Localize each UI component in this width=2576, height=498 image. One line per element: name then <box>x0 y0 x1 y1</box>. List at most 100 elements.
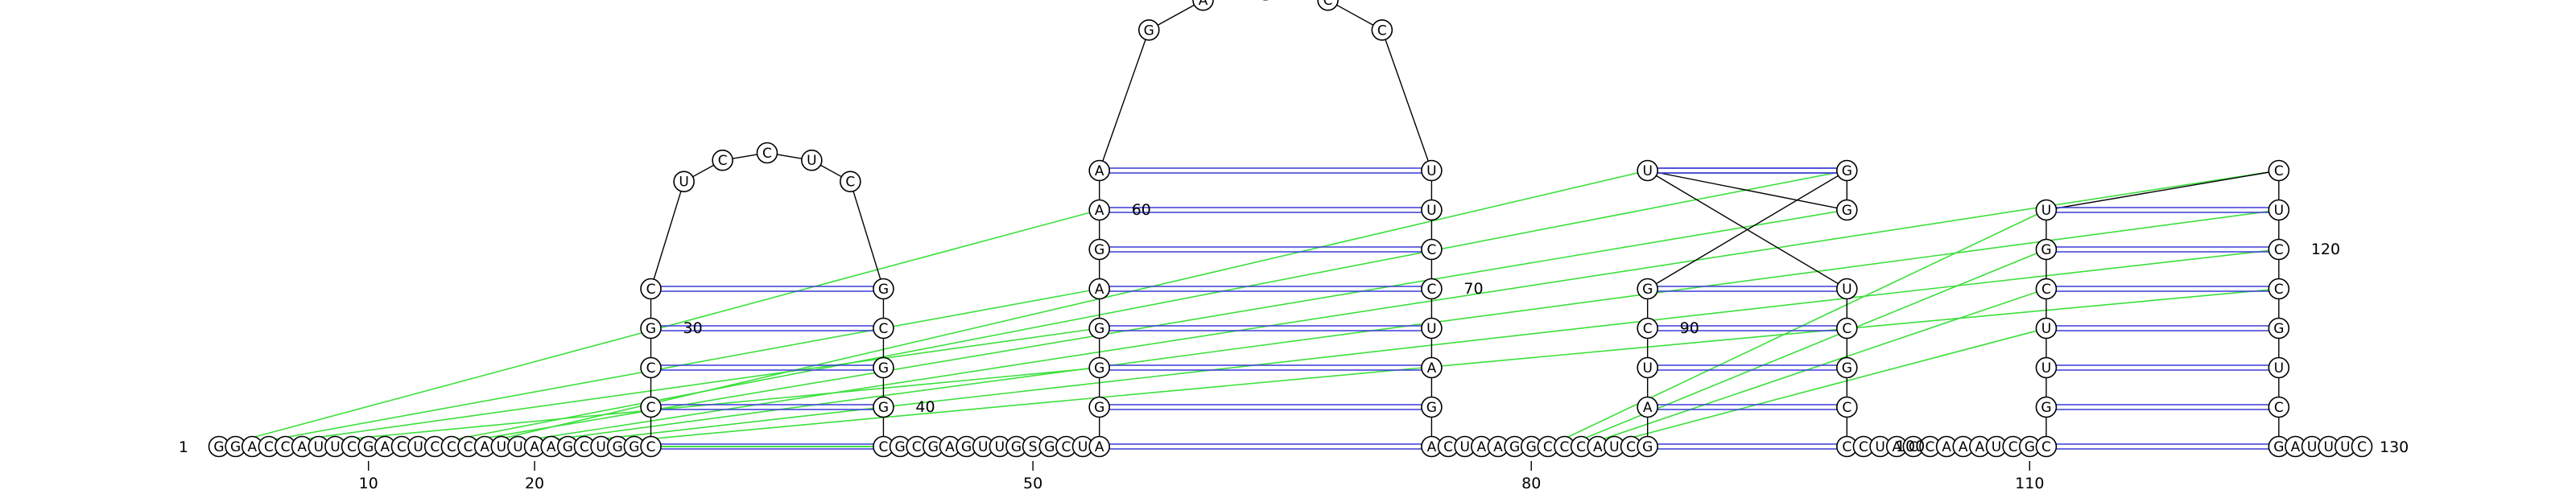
nucleotide: C <box>1421 238 1443 261</box>
position-label-tick: 50 <box>1023 475 1042 492</box>
nucleotide-letter: C <box>2357 439 2367 455</box>
nucleotide-letter: C <box>1909 439 1918 455</box>
nucleotide: C <box>1317 0 1339 11</box>
nucleotide-letter: G <box>1044 439 1055 455</box>
nucleotide: A <box>1192 0 1214 11</box>
nucleotide: G <box>923 435 944 458</box>
nucleotide-circle <box>1421 159 1443 182</box>
nucleotide: C <box>1835 435 1858 458</box>
pseudoknot-line <box>501 209 2279 447</box>
nucleotide: A <box>1088 159 1110 182</box>
nucleotide-letter: A <box>1493 439 1503 455</box>
nucleotide-letter: G <box>1842 360 1852 377</box>
nucleotide-letter: G <box>1011 439 1022 455</box>
nucleotide-letter: C <box>1543 439 1553 455</box>
nucleotide-circle <box>1137 19 1160 41</box>
nucleotide: C <box>2268 278 2290 300</box>
nucleotide: A <box>1088 199 1110 221</box>
nucleotide: U <box>2318 435 2340 458</box>
nucleotide: G <box>1504 435 1525 458</box>
nucleotide-circle <box>2035 396 2058 418</box>
nucleotide-letter: G <box>1094 360 1104 377</box>
nucleotide-letter: C <box>1443 439 1453 455</box>
nucleotide: G <box>557 435 579 458</box>
nucleotide-letter: A <box>1476 439 1486 455</box>
nucleotide-letter: G <box>1526 439 1537 455</box>
nucleotide-circle <box>873 317 894 340</box>
position-label-stem: 40 <box>915 398 935 416</box>
pseudoknot-line <box>468 170 1648 447</box>
nucleotide-letter: U <box>679 175 688 191</box>
nucleotide: C <box>1421 278 1443 300</box>
nucleotide-letter: A <box>1427 360 1437 377</box>
nucleotide-letter: U <box>1459 439 1469 455</box>
nucleotide-letter: U <box>2324 439 2334 455</box>
nucleotide: A <box>523 435 546 458</box>
nucleotide-letter: G <box>1426 400 1437 416</box>
nucleotide: C <box>873 317 894 340</box>
nucleotide-circle <box>2035 317 2058 340</box>
backbone-segment <box>1647 170 1847 290</box>
nucleotide-circle <box>1088 356 1110 379</box>
nucleotide-letter: G <box>1094 242 1104 258</box>
nucleotide: U <box>590 435 612 458</box>
nucleotide-letter: G <box>1642 282 1653 298</box>
nucleotide-letter: U <box>330 439 340 455</box>
position-label-stem: 120 <box>2311 241 2340 258</box>
nucleotide-letter: G <box>1842 203 1852 219</box>
backbone-segment <box>650 181 685 290</box>
backbone-segment <box>1381 30 1433 171</box>
nucleotide-letter: C <box>762 146 772 162</box>
nucleotide-letter: A <box>247 439 257 455</box>
nucleotide-letter: A <box>1593 439 1603 455</box>
nucleotide-letter: C <box>397 439 407 455</box>
nucleotide-circle <box>1421 238 1443 261</box>
nucleotide-letter: C <box>1842 321 1852 337</box>
nucleotide-letter: G <box>894 439 905 455</box>
nucleotide-letter: C <box>2274 400 2284 416</box>
nucleotide-letter: G <box>2025 439 2035 455</box>
label-layer: 1 130 10 20 50 80 110 30 40 60 70 90 100 120 <box>179 201 2409 492</box>
nucleotide-letter: C <box>2274 242 2284 258</box>
nucleotide-circle <box>2268 278 2290 300</box>
nucleotide-circle <box>1421 278 1443 300</box>
nucleotide-letter: U <box>1842 282 1852 298</box>
nucleotide: G <box>873 356 894 379</box>
nucleotide-letter: G <box>213 439 224 455</box>
nucleotide: C <box>2035 435 2058 458</box>
nucleotide: C <box>2268 396 2290 418</box>
nucleotide-letter: C <box>1643 321 1653 337</box>
nucleotide-letter: C <box>1842 400 1852 416</box>
nucleotide-circle <box>640 356 662 379</box>
nucleotide-circle <box>801 149 823 171</box>
nucleotide-letter: U <box>513 439 522 455</box>
nucleotide: U <box>1985 435 2008 458</box>
nucleotide-letter: U <box>2274 203 2284 219</box>
nucleotide: U <box>2268 356 2290 379</box>
nucleotide: C <box>712 149 733 171</box>
nucleotide-circle <box>1088 396 1110 418</box>
nucleotide-circle <box>1835 396 1858 418</box>
nucleotide: C <box>2268 238 2290 261</box>
nucleotide-letter: U <box>1426 163 1436 179</box>
nucleotide: A <box>291 435 313 458</box>
nucleotide-circle <box>2035 356 2058 379</box>
nucleotide-letter: A <box>547 439 556 455</box>
nucleotide-letter: A <box>1427 439 1437 455</box>
nucleotide-letter: U <box>1426 321 1436 337</box>
nucleotide-letter: C <box>264 439 274 455</box>
nucleotide: U <box>1835 278 1858 300</box>
nucleotide: U <box>2035 199 2058 221</box>
nucleotide-circle <box>1637 317 1658 340</box>
nucleotide: C <box>1637 317 1658 340</box>
nucleotide: G <box>1038 435 1061 458</box>
nucleotide-letter: U <box>978 439 988 455</box>
nucleotide: U <box>673 171 695 192</box>
nucleotide: G <box>640 317 662 340</box>
nucleotide-letter: U <box>2307 439 2317 455</box>
nucleotide-circle <box>2268 356 2290 379</box>
nucleotide: A <box>1088 435 1110 458</box>
nucleotide-letter: G <box>1094 321 1104 337</box>
nucleotide-letter: C <box>878 439 888 455</box>
nucleotide-circle <box>2035 278 2058 300</box>
